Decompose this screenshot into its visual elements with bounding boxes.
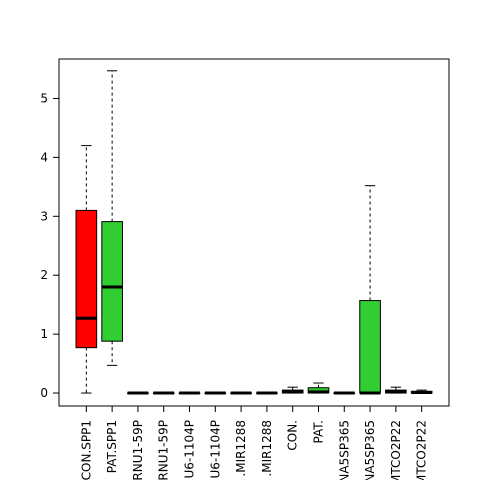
box-0 bbox=[75, 145, 98, 394]
x-tick-label: PAT. bbox=[311, 420, 325, 443]
x-tick-label: MTCO2P22 bbox=[415, 420, 429, 480]
x-tick-label: MTCO2P22 bbox=[389, 420, 403, 480]
x-axis: CON.SPP1 PAT.SPP1 RNU1-59P RNU1-59P U6-1104P… bbox=[79, 406, 429, 480]
x-tick-label: .MIR1288 bbox=[260, 420, 274, 477]
y-tick-label: 3 bbox=[40, 209, 48, 223]
box-5 bbox=[204, 391, 227, 395]
box-6 bbox=[230, 391, 252, 395]
box-12 bbox=[385, 386, 407, 394]
box-2 bbox=[127, 391, 149, 395]
x-tick-label: .MIR1288 bbox=[234, 420, 248, 477]
y-tick-label: 2 bbox=[40, 268, 48, 282]
box-10 bbox=[333, 391, 356, 395]
y-axis: 0 1 2 3 4 5 bbox=[40, 91, 59, 400]
x-tick-label: NA5SP365 bbox=[337, 420, 351, 480]
box-body bbox=[101, 221, 123, 342]
box-1 bbox=[101, 70, 123, 366]
y-tick-label: 5 bbox=[40, 91, 48, 105]
box-body bbox=[75, 209, 98, 349]
x-tick-label: U6-1104P bbox=[208, 420, 222, 479]
box-11 bbox=[359, 185, 381, 395]
x-tick-label: RNU1-59P bbox=[131, 420, 145, 480]
x-tick-label: CON.SPP1 bbox=[79, 420, 93, 480]
x-tick-label: CON. bbox=[286, 420, 300, 451]
box-9 bbox=[307, 382, 330, 394]
plot-frame bbox=[58, 58, 450, 407]
x-tick-label: PAT.SPP1 bbox=[105, 420, 119, 473]
x-tick-label: U6-1104P bbox=[183, 420, 197, 479]
y-tick-label: 0 bbox=[40, 386, 48, 400]
box-4 bbox=[178, 391, 201, 395]
box-7 bbox=[256, 391, 278, 395]
box-13 bbox=[410, 389, 433, 394]
x-tick-label: RNU1-59P bbox=[157, 420, 171, 480]
x-tick-label: NA5SP365 bbox=[363, 420, 377, 480]
box-3 bbox=[152, 391, 175, 395]
y-tick-label: 4 bbox=[40, 150, 48, 164]
box-series bbox=[75, 70, 433, 395]
box-body bbox=[359, 300, 381, 394]
box-8 bbox=[281, 386, 304, 394]
y-tick-label: 1 bbox=[40, 327, 48, 341]
